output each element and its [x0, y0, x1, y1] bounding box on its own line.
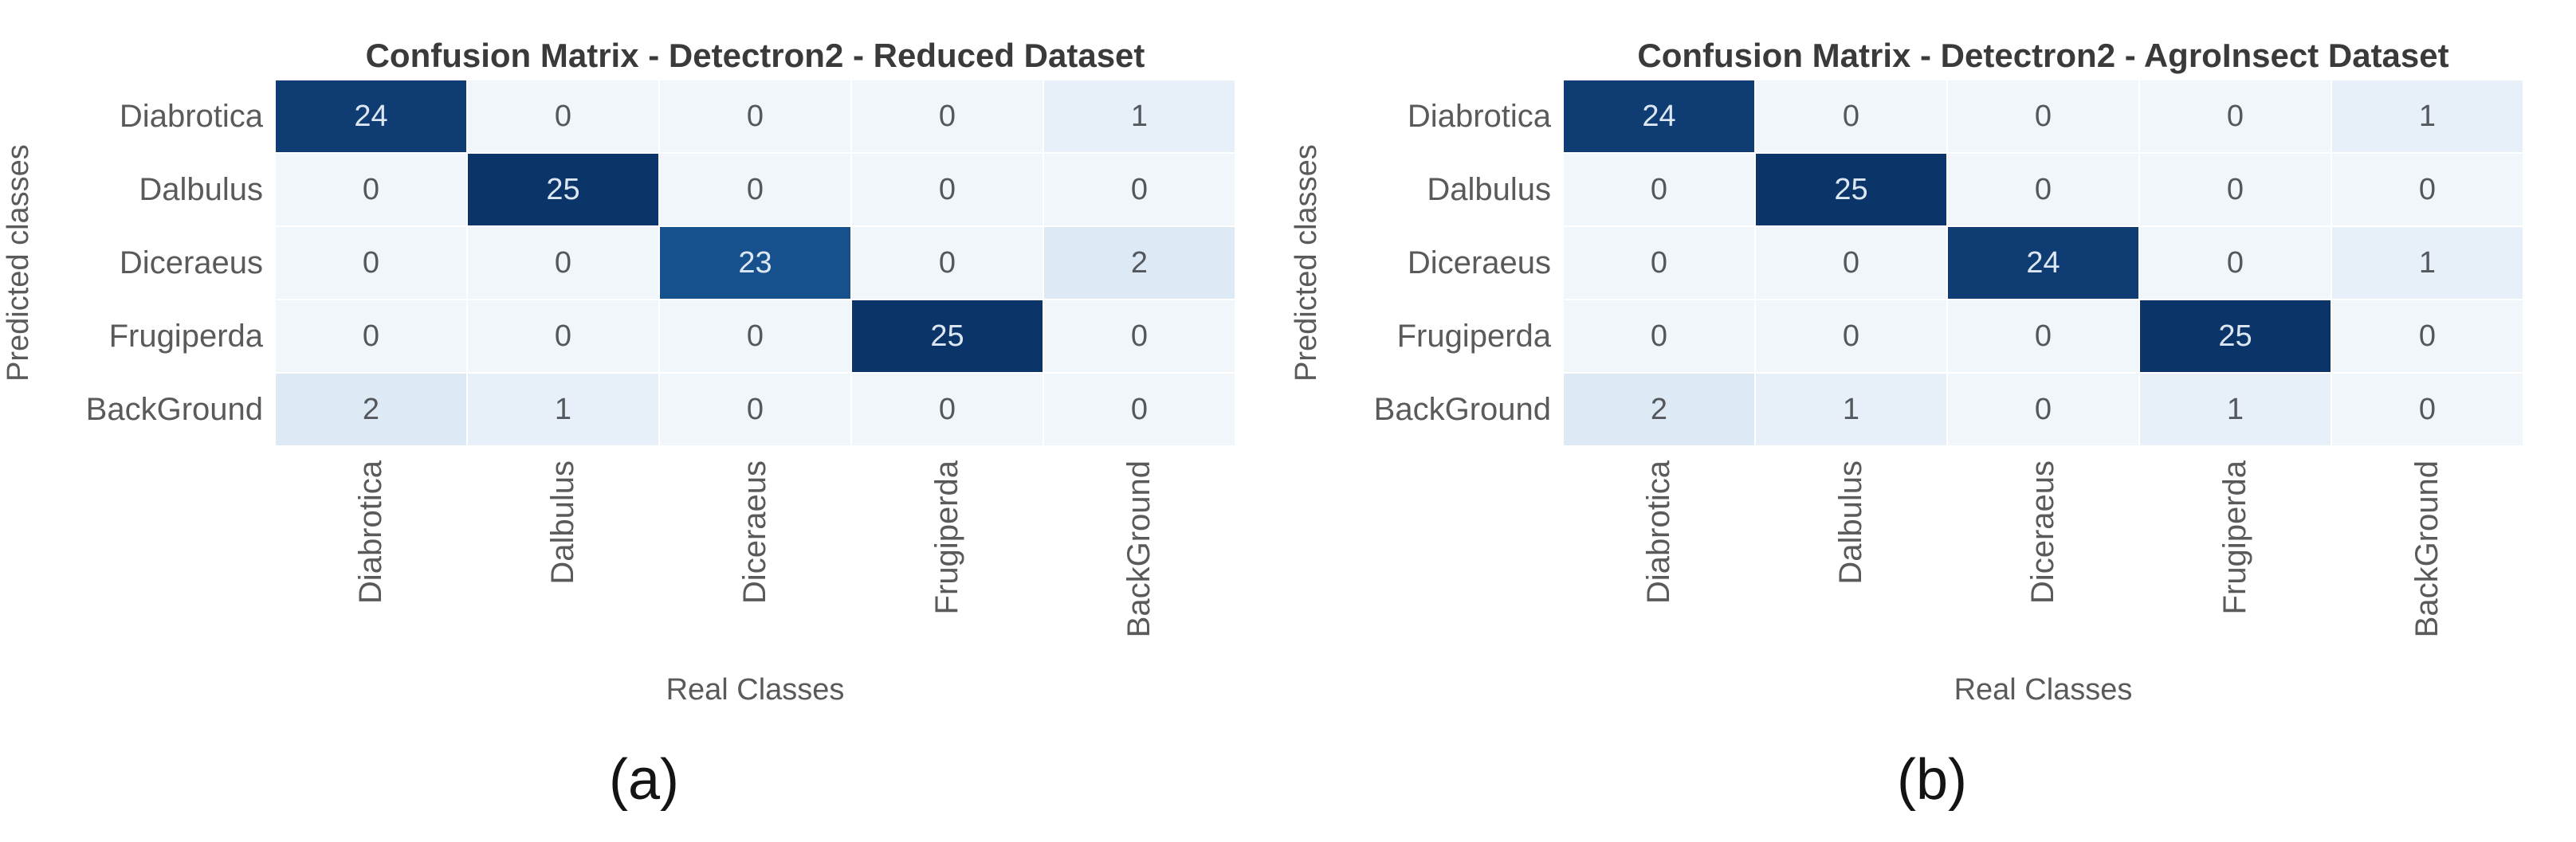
x-tick-label: Diceraeus: [737, 460, 772, 605]
y-tick-label: Diabrotica: [1407, 98, 1551, 134]
x-tick-label: Diceraeus: [2025, 460, 2060, 605]
heatmap-cell: 0: [468, 300, 658, 372]
heatmap-cell: 0: [660, 80, 850, 152]
heatmap-cell: 0: [1564, 300, 1754, 372]
heatmap-cell: 25: [2140, 300, 2331, 372]
heatmap-cell: 0: [660, 154, 850, 225]
confusion-matrix-panel: Confusion Matrix - Detectron2 - AgroInse…: [1288, 0, 2576, 842]
y-tick-label: Dalbulus: [1427, 171, 1551, 207]
heatmap-cell: 1: [2140, 374, 2331, 445]
y-tick-label: BackGround: [1373, 391, 1551, 427]
heatmap-grid: 24 0 0 0 1 0 25 0 0 0 0 0 23 0 2 0 0 0 25 0 2 1 0 0 0: [275, 80, 1235, 446]
heatmap-cell: 1: [1756, 374, 1946, 445]
heatmap-cell: 1: [1044, 80, 1235, 152]
heatmap-cell: 0: [2332, 374, 2523, 445]
y-tick-labels: Diabrotica Dalbulus Diceraeus Frugiperda Bac…: [38, 80, 269, 446]
x-axis-label: Real Classes: [666, 673, 845, 707]
x-tick-labels: Diabrotica Dalbulus Diceraeus Frugiperda Bac…: [1563, 460, 2523, 699]
heatmap-cell: 0: [1948, 300, 2138, 372]
y-tick-label: BackGround: [85, 391, 263, 427]
heatmap-cell: 0: [852, 80, 1043, 152]
heatmap-cell: 0: [1044, 374, 1235, 445]
x-tick-label: BackGround: [1121, 460, 1156, 638]
y-tick-label: Diabrotica: [119, 98, 263, 134]
heatmap-cell: 0: [1044, 300, 1235, 372]
chart-title: Confusion Matrix - Detectron2 - Reduced …: [365, 37, 1145, 74]
subfigure-caption: (b): [1897, 748, 1967, 812]
heatmap-cell: 2: [1564, 374, 1754, 445]
heatmap-grid: 24 0 0 0 1 0 25 0 0 0 0 0 24 0 1 0 0 0 25 0 2 1 0 1 0: [1563, 80, 2523, 446]
heatmap-cell: 0: [1044, 154, 1235, 225]
heatmap-cell: 1: [468, 374, 658, 445]
heatmap-cell: 1: [2332, 227, 2523, 299]
x-tick-label: Diabrotica: [1641, 460, 1676, 605]
heatmap-cell: 0: [2140, 227, 2331, 299]
heatmap-cell: 0: [276, 300, 466, 372]
y-axis-label: Predicted classes: [2, 144, 35, 382]
y-tick-label: Frugiperda: [108, 318, 263, 354]
heatmap-cell: 25: [468, 154, 658, 225]
x-tick-label: Frugiperda: [929, 460, 964, 615]
y-tick-labels: Diabrotica Dalbulus Diceraeus Frugiperda Bac…: [1326, 80, 1557, 446]
heatmap-cell: 0: [1564, 227, 1754, 299]
heatmap-cell: 23: [660, 227, 850, 299]
chart-title: Confusion Matrix - Detectron2 - AgroInse…: [1637, 37, 2449, 74]
heatmap-cell: 24: [276, 80, 466, 152]
y-tick-label: Frugiperda: [1396, 318, 1551, 354]
heatmap-cell: 0: [2332, 300, 2523, 372]
y-axis-label: Predicted classes: [1290, 144, 1323, 382]
heatmap-cell: 0: [468, 227, 658, 299]
heatmap-cell: 24: [1948, 227, 2138, 299]
heatmap-cell: 0: [276, 154, 466, 225]
heatmap-cell: 0: [2140, 80, 2331, 152]
heatmap-cell: 0: [1756, 80, 1946, 152]
heatmap-cell: 24: [1564, 80, 1754, 152]
heatmap-cell: 0: [852, 374, 1043, 445]
heatmap-cell: 0: [1948, 374, 2138, 445]
heatmap-cell: 0: [1948, 154, 2138, 225]
x-tick-labels: Diabrotica Dalbulus Diceraeus Frugiperda Bac…: [275, 460, 1235, 699]
heatmap-cell: 1: [2332, 80, 2523, 152]
confusion-matrix-panel: Confusion Matrix - Detectron2 - Reduced …: [2, 37, 1235, 812]
x-axis-label: Real Classes: [1954, 673, 2133, 707]
heatmap-cell: 0: [1756, 227, 1946, 299]
heatmap-cell: 2: [276, 374, 466, 445]
heatmap-cell: 0: [1756, 300, 1946, 372]
heatmap-cell: 0: [1564, 154, 1754, 225]
heatmap-cell: 0: [468, 80, 658, 152]
x-tick-label: Dalbulus: [1833, 460, 1868, 585]
x-tick-label: Dalbulus: [545, 460, 580, 585]
heatmap-cell: 0: [660, 300, 850, 372]
y-tick-label: Diceraeus: [119, 245, 263, 280]
heatmap-cell: 0: [660, 374, 850, 445]
x-tick-label: Diabrotica: [353, 460, 388, 605]
heatmap-cell: 25: [1756, 154, 1946, 225]
heatmap-cell: 0: [1948, 80, 2138, 152]
heatmap-cell: 0: [852, 227, 1043, 299]
y-tick-label: Diceraeus: [1407, 245, 1551, 280]
heatmap-cell: 25: [852, 300, 1043, 372]
heatmap-cell: 2: [1044, 227, 1235, 299]
x-tick-label: BackGround: [2409, 460, 2444, 638]
heatmap-cell: 0: [276, 227, 466, 299]
subfigure-caption: (a): [609, 748, 679, 812]
y-tick-label: Dalbulus: [139, 171, 263, 207]
heatmap-cell: 0: [852, 154, 1043, 225]
heatmap-cell: 0: [2140, 154, 2331, 225]
heatmap-cell: 0: [2332, 154, 2523, 225]
x-tick-label: Frugiperda: [2217, 460, 2252, 615]
